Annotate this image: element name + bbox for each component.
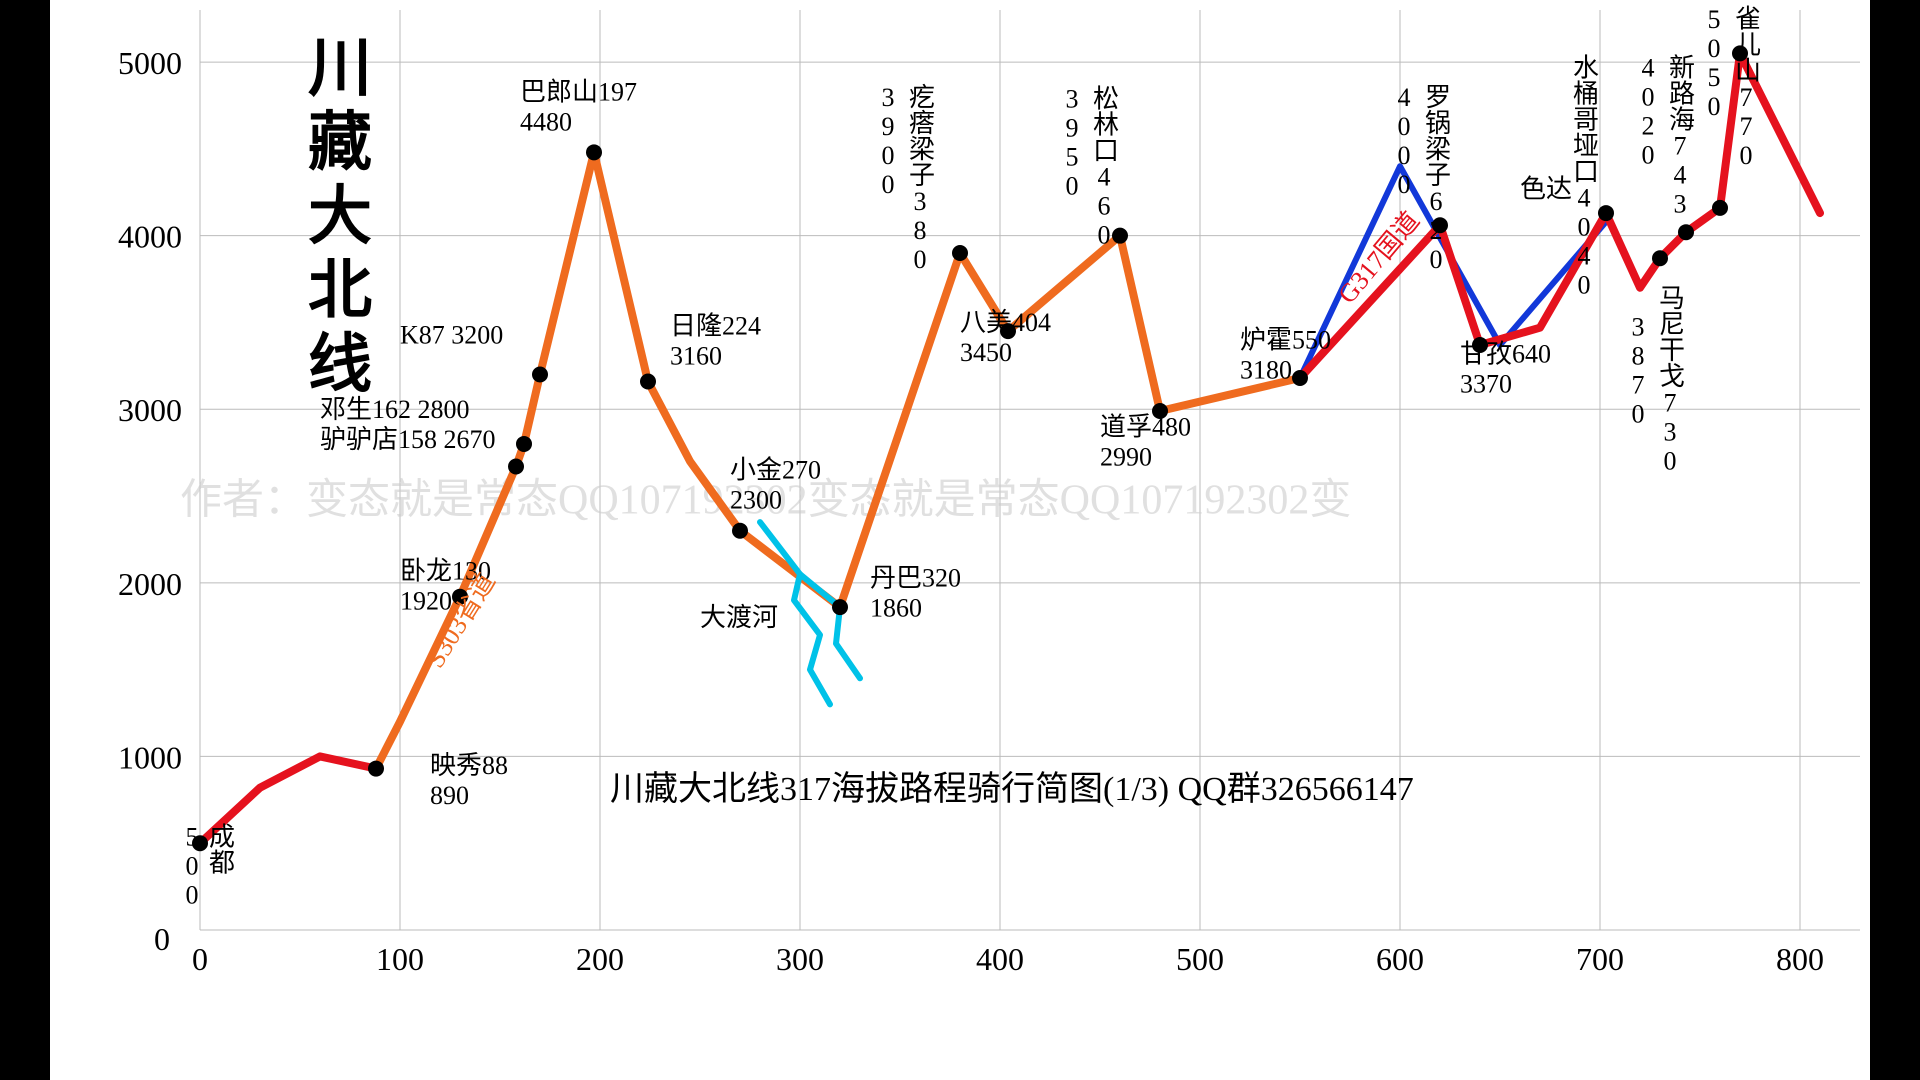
point-label: 丹巴3201860: [870, 563, 961, 622]
data-point: [952, 245, 968, 261]
data-point: [1652, 250, 1668, 266]
data-point: [1678, 224, 1694, 240]
point-label-vertical: 疙瘩梁子380: [906, 83, 935, 274]
point-label-vertical: 成都: [206, 822, 235, 874]
y-tick-label: 3000: [118, 392, 182, 428]
point-label-vertical-sub: 4000: [1390, 83, 1419, 199]
point-label-vertical: 罗锅梁子620: [1422, 83, 1451, 274]
chart-caption: 川藏大北线317海拔路程骑行简图(1/3) QQ群326566147: [610, 770, 1414, 808]
point-label-vertical: 雀儿山770: [1732, 5, 1761, 170]
point-label-vertical: 新路海743: [1666, 53, 1695, 218]
data-point: [532, 367, 548, 383]
chart-title: 北: [308, 255, 372, 326]
data-point: [508, 459, 524, 475]
x-tick-label: 300: [776, 941, 824, 977]
point-label-vertical: 马尼干戈730: [1656, 284, 1685, 475]
point-label: 日隆2243160: [670, 312, 761, 371]
x-tick-label: 400: [976, 941, 1024, 977]
data-point: [640, 373, 656, 389]
point-label: 道孚4802990: [1100, 412, 1191, 471]
chart-title: 线: [308, 329, 372, 400]
chart-title: 藏: [308, 107, 372, 178]
point-label-vertical-sub: 3900: [874, 83, 903, 199]
chart-title: 川: [308, 33, 372, 104]
point-label: K87 3200: [400, 320, 503, 349]
y-tick-label: 1000: [118, 739, 182, 775]
point-label-vertical-sub: 3870: [1624, 312, 1653, 428]
data-point: [1292, 370, 1308, 386]
y-tick-label: 5000: [118, 45, 182, 81]
y-tick-label-0: 0: [154, 921, 170, 957]
point-label-vertical-sub: 500: [178, 822, 207, 909]
x-tick-label: 500: [1176, 941, 1224, 977]
chart-title: 大: [308, 181, 372, 252]
data-point: [1598, 205, 1614, 221]
data-point: [586, 144, 602, 160]
point-label: 大渡河: [700, 603, 778, 632]
point-label-vertical-sub: 5050: [1700, 5, 1729, 121]
data-point: [368, 761, 384, 777]
x-tick-label: 200: [576, 941, 624, 977]
data-point: [732, 523, 748, 539]
point-label: 巴郎山1974480: [520, 77, 637, 136]
point-label: 八美4043450: [960, 308, 1051, 367]
point-label: 甘孜6403370: [1460, 339, 1551, 398]
x-tick-label: 700: [1576, 941, 1624, 977]
point-label-vertical: 松林口460: [1090, 85, 1119, 250]
x-tick-label: 600: [1376, 941, 1424, 977]
elevation-chart: 作者：变态就是常态QQ107192302变态就是常态QQ107192302变01…: [50, 0, 1870, 1080]
y-tick-label: 4000: [118, 219, 182, 255]
data-point: [1712, 200, 1728, 216]
x-tick-label: 800: [1776, 941, 1824, 977]
point-label: 邓生162 2800驴驴店158 2670: [320, 395, 496, 454]
point-label: 映秀88890: [430, 751, 508, 810]
data-point: [516, 436, 532, 452]
y-tick-label: 2000: [118, 566, 182, 602]
x-tick-label: 0: [192, 941, 208, 977]
point-label-vertical-sub: 4020: [1634, 53, 1663, 169]
x-tick-label: 100: [376, 941, 424, 977]
point-label-vertical: 水桶哥垭口4040: [1570, 53, 1599, 299]
point-label-vertical-sub: 3950: [1058, 85, 1087, 201]
point-label: 色达: [1520, 174, 1572, 203]
data-point: [832, 599, 848, 615]
